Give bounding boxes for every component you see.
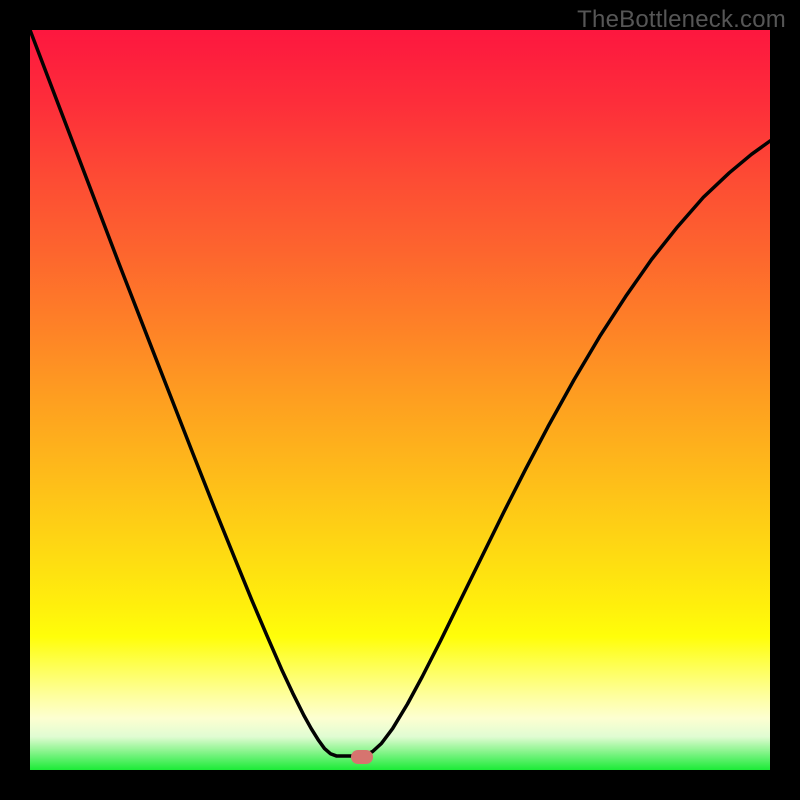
bottleneck-curve [30, 30, 770, 770]
chart-frame: TheBottleneck.com [0, 0, 800, 800]
plot-area [30, 30, 770, 770]
minimum-marker [351, 750, 373, 764]
